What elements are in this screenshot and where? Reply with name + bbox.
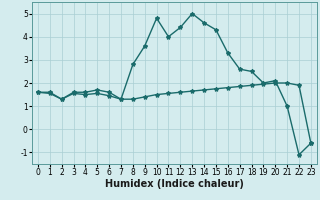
- X-axis label: Humidex (Indice chaleur): Humidex (Indice chaleur): [105, 179, 244, 189]
